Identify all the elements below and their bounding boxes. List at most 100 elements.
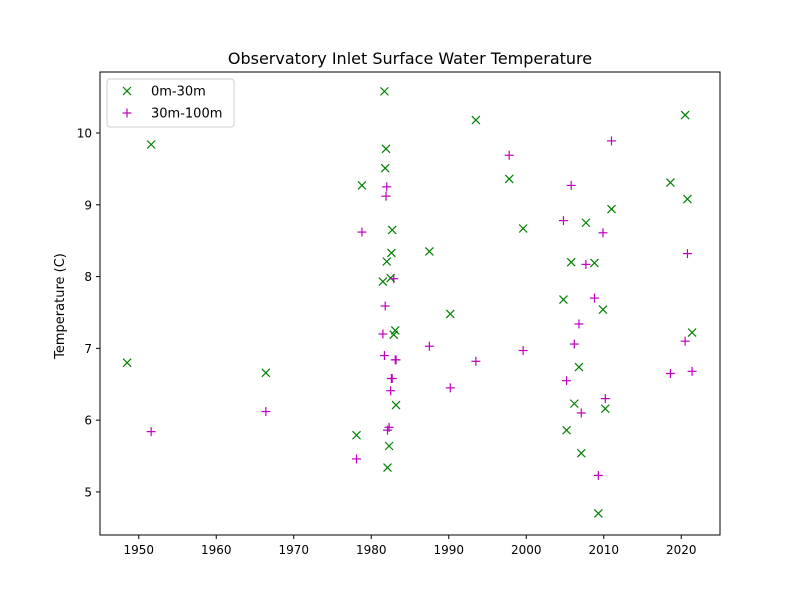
data-point	[378, 277, 388, 287]
data-point	[445, 383, 455, 393]
data-point	[357, 180, 367, 190]
data-point	[381, 191, 391, 201]
data-point	[576, 448, 586, 458]
data-point	[391, 355, 401, 365]
data-point	[665, 178, 675, 187]
data-point	[380, 301, 390, 311]
data-point	[387, 374, 397, 384]
data-point	[261, 368, 271, 378]
data-point	[378, 329, 388, 339]
plot-frame	[99, 71, 721, 536]
data-point	[574, 362, 584, 372]
data-point	[386, 248, 396, 258]
data-point	[357, 227, 367, 237]
axes: 1950 1960 1970 1980 1990 2000 2010 2020 5 6 7 8 9 10	[77, 127, 697, 557]
data-point	[504, 150, 514, 160]
y-tick-label: 5	[84, 485, 92, 499]
data-point	[518, 224, 528, 233]
data-point	[581, 259, 591, 269]
data-point	[261, 407, 271, 417]
legend-marker	[122, 108, 132, 118]
data-point	[607, 136, 616, 146]
x-tick-label: 2000	[511, 543, 542, 557]
data-point	[146, 427, 156, 437]
legend-marker	[122, 86, 132, 96]
data-point	[566, 180, 576, 190]
data-point	[687, 366, 697, 376]
data-point	[683, 194, 692, 204]
data-point	[381, 144, 391, 154]
data-point	[687, 328, 697, 337]
data-point	[380, 163, 390, 173]
data-point	[682, 249, 692, 259]
x-tick-label: 1990	[433, 543, 464, 557]
data-point	[607, 204, 616, 214]
series-deep	[146, 136, 697, 480]
y-tick-label: 7	[84, 342, 92, 356]
data-point	[566, 257, 576, 267]
data-point	[424, 341, 434, 351]
y-tick-label: 6	[84, 414, 92, 428]
data-point	[680, 336, 690, 346]
data-point	[380, 86, 389, 96]
y-axis-label: Temperature (C)	[53, 253, 68, 360]
data-point	[558, 216, 568, 226]
data-point	[379, 351, 389, 361]
chart-title: Observatory Inlet Surface Water Temperat…	[228, 49, 592, 68]
data-point	[383, 463, 392, 472]
data-point	[387, 225, 397, 235]
data-point	[593, 470, 603, 480]
data-point	[386, 386, 396, 396]
data-point	[574, 319, 584, 329]
data-point	[600, 394, 610, 404]
data-point	[122, 358, 132, 368]
data-point	[598, 228, 608, 238]
x-tick-label: 2020	[666, 543, 697, 557]
data-point	[352, 454, 362, 464]
data-point	[352, 430, 361, 440]
data-point	[518, 346, 528, 356]
data-point	[382, 182, 392, 192]
data-point	[590, 258, 599, 268]
data-point	[445, 309, 455, 319]
plot-area	[122, 86, 697, 518]
data-point	[504, 174, 514, 184]
data-point	[391, 400, 401, 410]
data-point	[146, 140, 156, 149]
data-point	[581, 218, 591, 228]
y-tick-label: 9	[84, 198, 92, 212]
data-point	[665, 368, 675, 378]
x-tick-label: 2010	[588, 543, 619, 557]
data-point	[384, 422, 394, 432]
data-point	[569, 339, 579, 349]
y-tick-label: 10	[77, 127, 92, 141]
data-point	[569, 399, 579, 409]
data-point	[471, 115, 481, 125]
x-tick-label: 1970	[278, 543, 309, 557]
x-tick-label: 1960	[201, 543, 232, 557]
data-point	[589, 293, 599, 303]
y-tick-label: 8	[84, 270, 92, 284]
data-point	[680, 110, 690, 120]
series-shallow	[122, 86, 697, 518]
data-point	[424, 247, 434, 256]
legend: 0m-30m 30m-100m	[106, 78, 235, 128]
data-point	[471, 356, 481, 366]
x-tick-label: 1950	[123, 543, 154, 557]
data-point	[593, 509, 603, 518]
data-point	[382, 257, 392, 266]
data-point	[559, 295, 568, 304]
data-point	[389, 274, 399, 284]
data-point	[562, 425, 571, 435]
data-point	[384, 441, 394, 451]
data-point	[576, 408, 586, 418]
data-point	[598, 305, 608, 315]
legend-label: 30m-100m	[151, 107, 222, 122]
data-point	[562, 376, 572, 386]
x-tick-label: 1980	[356, 543, 387, 557]
data-point	[390, 325, 400, 335]
legend-label: 0m-30m	[151, 85, 206, 100]
legend-box	[106, 78, 235, 128]
